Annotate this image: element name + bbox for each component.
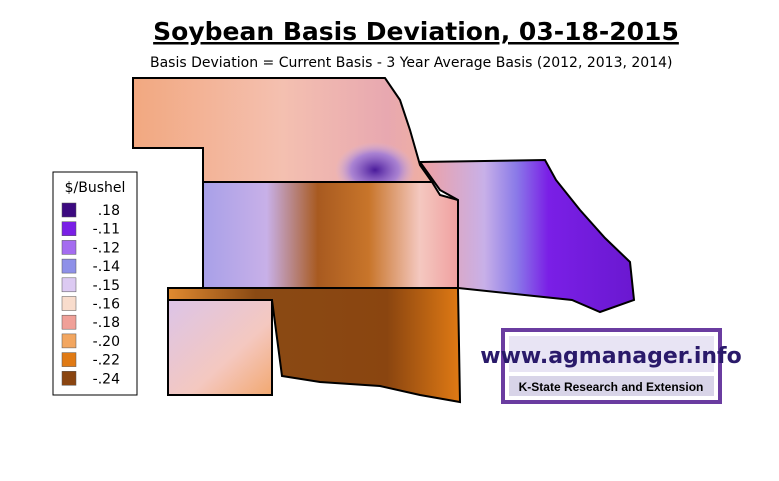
logo: www.agmanager.info K-State Research and … [480, 328, 742, 404]
legend-label: -.15 [93, 278, 120, 294]
legend-swatch [61, 371, 77, 386]
legend-swatch [61, 277, 77, 293]
legend-swatch [61, 314, 77, 330]
legend: $/Bushel .18 -.11 -.12 -.14 -.15 -.16 -.18 -.20… [52, 171, 138, 396]
subtitle: Basis Deviation = Current Basis - 3 Year… [150, 55, 672, 71]
legend-swatch [61, 240, 77, 255]
map [132, 77, 636, 404]
legend-label: -.22 [93, 353, 120, 369]
legend-swatch [61, 221, 77, 236]
legend-label: -.11 [93, 222, 120, 238]
legend-swatch [61, 352, 77, 367]
logo-org: K-State Research and Extension [519, 380, 704, 394]
legend-label: -.16 [93, 297, 120, 313]
legend-label: -.12 [93, 240, 120, 256]
logo-site: www.agmanager.info [480, 344, 741, 369]
legend-label: .18 [98, 203, 120, 219]
legend-swatch [61, 333, 77, 349]
logo-bar [509, 376, 714, 396]
legend-items: .18 -.11 -.12 -.14 -.15 -.16 -.18 -.20 -.22 -.24 [61, 202, 120, 387]
logo-top [509, 336, 714, 372]
texas-panhandle [167, 299, 273, 396]
legend-swatch [61, 296, 77, 311]
legend-label: -.14 [93, 259, 120, 275]
legend-label: -.20 [93, 334, 120, 350]
legend-swatch [61, 202, 77, 218]
legend-swatch [61, 258, 77, 274]
legend-label: -.18 [93, 315, 120, 331]
kansas [202, 181, 459, 289]
title: Soybean Basis Deviation, 03-18-2015 [153, 17, 679, 46]
legend-title: $/Bushel [65, 180, 126, 196]
legend-label: -.24 [93, 371, 120, 387]
missouri [418, 158, 636, 314]
